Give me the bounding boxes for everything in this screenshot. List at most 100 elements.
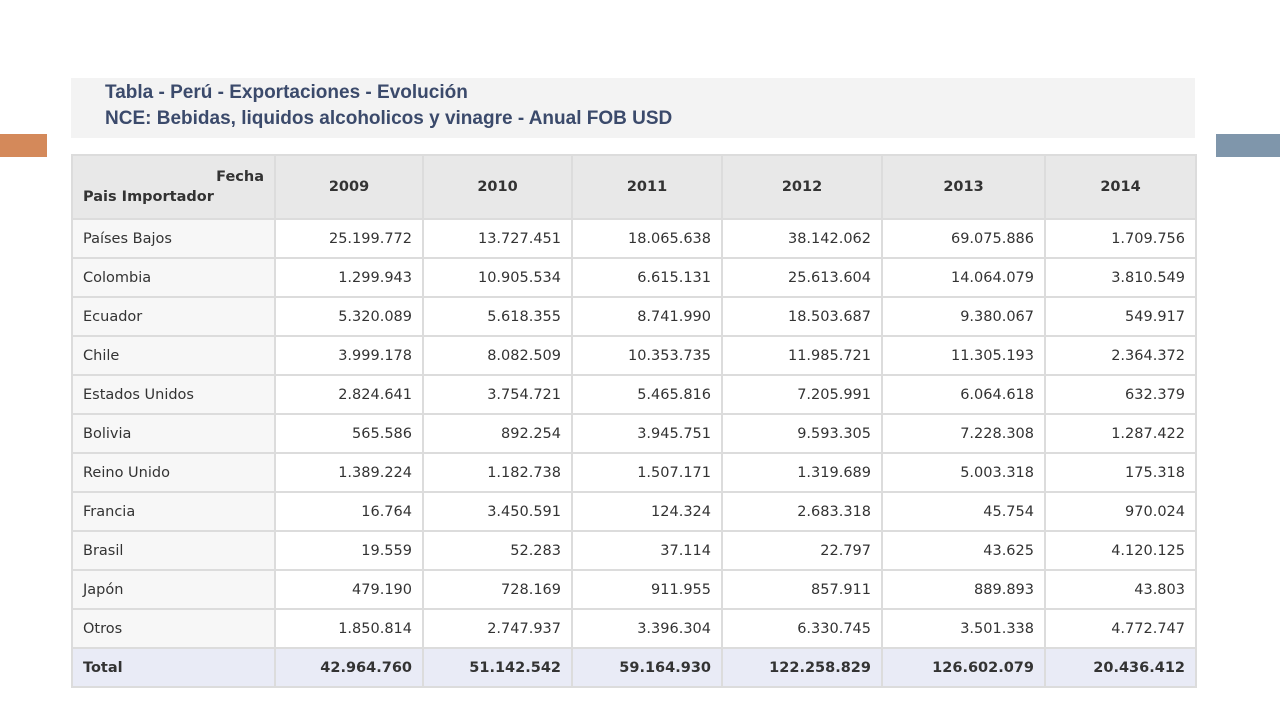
value-cell: 632.379	[1044, 374, 1197, 415]
value-cell: 1.389.224	[274, 452, 424, 493]
total-cell: 20.436.412	[1044, 647, 1197, 688]
column-header: 2009	[274, 154, 424, 220]
table-row: Reino Unido 1.389.224 1.182.738 1.507.171 1.…	[71, 452, 1197, 493]
country-cell: Estados Unidos	[71, 374, 276, 415]
value-cell: 3.754.721	[422, 374, 573, 415]
total-cell: 122.258.829	[721, 647, 883, 688]
value-cell: 175.318	[1044, 452, 1197, 493]
value-cell: 16.764	[274, 491, 424, 532]
value-cell: 9.380.067	[881, 296, 1046, 337]
value-cell: 8.741.990	[571, 296, 723, 337]
value-cell: 25.199.772	[274, 218, 424, 259]
value-cell: 1.850.814	[274, 608, 424, 649]
column-header: 2011	[571, 154, 723, 220]
value-cell: 3.450.591	[422, 491, 573, 532]
value-cell: 43.803	[1044, 569, 1197, 610]
value-cell: 4.120.125	[1044, 530, 1197, 571]
value-cell: 1.319.689	[721, 452, 883, 493]
total-cell: 59.164.930	[571, 647, 723, 688]
value-cell: 69.075.886	[881, 218, 1046, 259]
value-cell: 970.024	[1044, 491, 1197, 532]
value-cell: 11.985.721	[721, 335, 883, 376]
country-cell: Ecuador	[71, 296, 276, 337]
title: Tabla - Perú - Exportaciones - Evolución	[105, 82, 468, 103]
country-cell: Brasil	[71, 530, 276, 571]
total-cell: 126.602.079	[881, 647, 1046, 688]
value-cell: 5.320.089	[274, 296, 424, 337]
value-cell: 22.797	[721, 530, 883, 571]
total-label: Total	[71, 647, 276, 688]
value-cell: 10.353.735	[571, 335, 723, 376]
value-cell: 5.465.816	[571, 374, 723, 415]
value-cell: 911.955	[571, 569, 723, 610]
value-cell: 857.911	[721, 569, 883, 610]
header-row: Fecha Pais Importador 2009 2010 2011 2012 20…	[71, 154, 1197, 220]
value-cell: 4.772.747	[1044, 608, 1197, 649]
corner-bottom: Pais Importador	[83, 189, 214, 205]
accent-bar	[1216, 134, 1280, 157]
column-header: 2013	[881, 154, 1046, 220]
value-cell: 889.893	[881, 569, 1046, 610]
country-cell: Francia	[71, 491, 276, 532]
value-cell: 2.747.937	[422, 608, 573, 649]
country-cell: Reino Unido	[71, 452, 276, 493]
country-cell: Colombia	[71, 257, 276, 298]
value-cell: 1.299.943	[274, 257, 424, 298]
value-cell: 14.064.079	[881, 257, 1046, 298]
value-cell: 728.169	[422, 569, 573, 610]
total-cell: 51.142.542	[422, 647, 573, 688]
value-cell: 2.364.372	[1044, 335, 1197, 376]
value-cell: 11.305.193	[881, 335, 1046, 376]
value-cell: 38.142.062	[721, 218, 883, 259]
value-cell: 7.228.308	[881, 413, 1046, 454]
value-cell: 1.709.756	[1044, 218, 1197, 259]
country-cell: Japón	[71, 569, 276, 610]
title-box: Tabla - Perú - Exportaciones - Evolución…	[71, 78, 1195, 138]
value-cell: 25.613.604	[721, 257, 883, 298]
value-cell: 8.082.509	[422, 335, 573, 376]
value-cell: 13.727.451	[422, 218, 573, 259]
column-header: 2014	[1044, 154, 1197, 220]
table-row: Ecuador 5.320.089 5.618.355 8.741.990 18.503…	[71, 296, 1197, 337]
value-cell: 3.999.178	[274, 335, 424, 376]
value-cell: 3.501.338	[881, 608, 1046, 649]
table-row: Japón 479.190 728.169 911.955 857.911 889.893…	[71, 569, 1197, 610]
value-cell: 5.003.318	[881, 452, 1046, 493]
subtitle: NCE: Bebidas, liquidos alcoholicos y vin…	[105, 108, 673, 129]
value-cell: 19.559	[274, 530, 424, 571]
value-cell: 3.396.304	[571, 608, 723, 649]
value-cell: 1.507.171	[571, 452, 723, 493]
table-row: Colombia 1.299.943 10.905.534 6.615.131 25.6…	[71, 257, 1197, 298]
value-cell: 124.324	[571, 491, 723, 532]
accent-bar	[0, 134, 47, 157]
value-cell: 6.615.131	[571, 257, 723, 298]
value-cell: 1.287.422	[1044, 413, 1197, 454]
value-cell: 6.064.618	[881, 374, 1046, 415]
table-row: Bolivia 565.586 892.254 3.945.751 9.593.305 7…	[71, 413, 1197, 454]
value-cell: 892.254	[422, 413, 573, 454]
table-row: Brasil 19.559 52.283 37.114 22.797 43.625 4.12…	[71, 530, 1197, 571]
value-cell: 9.593.305	[721, 413, 883, 454]
corner-cell: Fecha Pais Importador	[71, 154, 276, 220]
value-cell: 2.683.318	[721, 491, 883, 532]
value-cell: 10.905.534	[422, 257, 573, 298]
country-cell: Chile	[71, 335, 276, 376]
corner-top: Fecha	[216, 169, 264, 185]
total-row: Total 42.964.760 51.142.542 59.164.930 122.2…	[71, 647, 1197, 688]
column-header: 2010	[422, 154, 573, 220]
value-cell: 549.917	[1044, 296, 1197, 337]
country-cell: Otros	[71, 608, 276, 649]
total-cell: 42.964.760	[274, 647, 424, 688]
column-header: 2012	[721, 154, 883, 220]
value-cell: 2.824.641	[274, 374, 424, 415]
value-cell: 52.283	[422, 530, 573, 571]
table-row: Otros 1.850.814 2.747.937 3.396.304 6.330.74…	[71, 608, 1197, 649]
table-row: Países Bajos 25.199.772 13.727.451 18.065.6…	[71, 218, 1197, 259]
table-row: Francia 16.764 3.450.591 124.324 2.683.318 45…	[71, 491, 1197, 532]
value-cell: 45.754	[881, 491, 1046, 532]
data-table: Fecha Pais Importador 2009 2010 2011 2012 20…	[71, 154, 1197, 688]
value-cell: 5.618.355	[422, 296, 573, 337]
value-cell: 18.065.638	[571, 218, 723, 259]
value-cell: 7.205.991	[721, 374, 883, 415]
